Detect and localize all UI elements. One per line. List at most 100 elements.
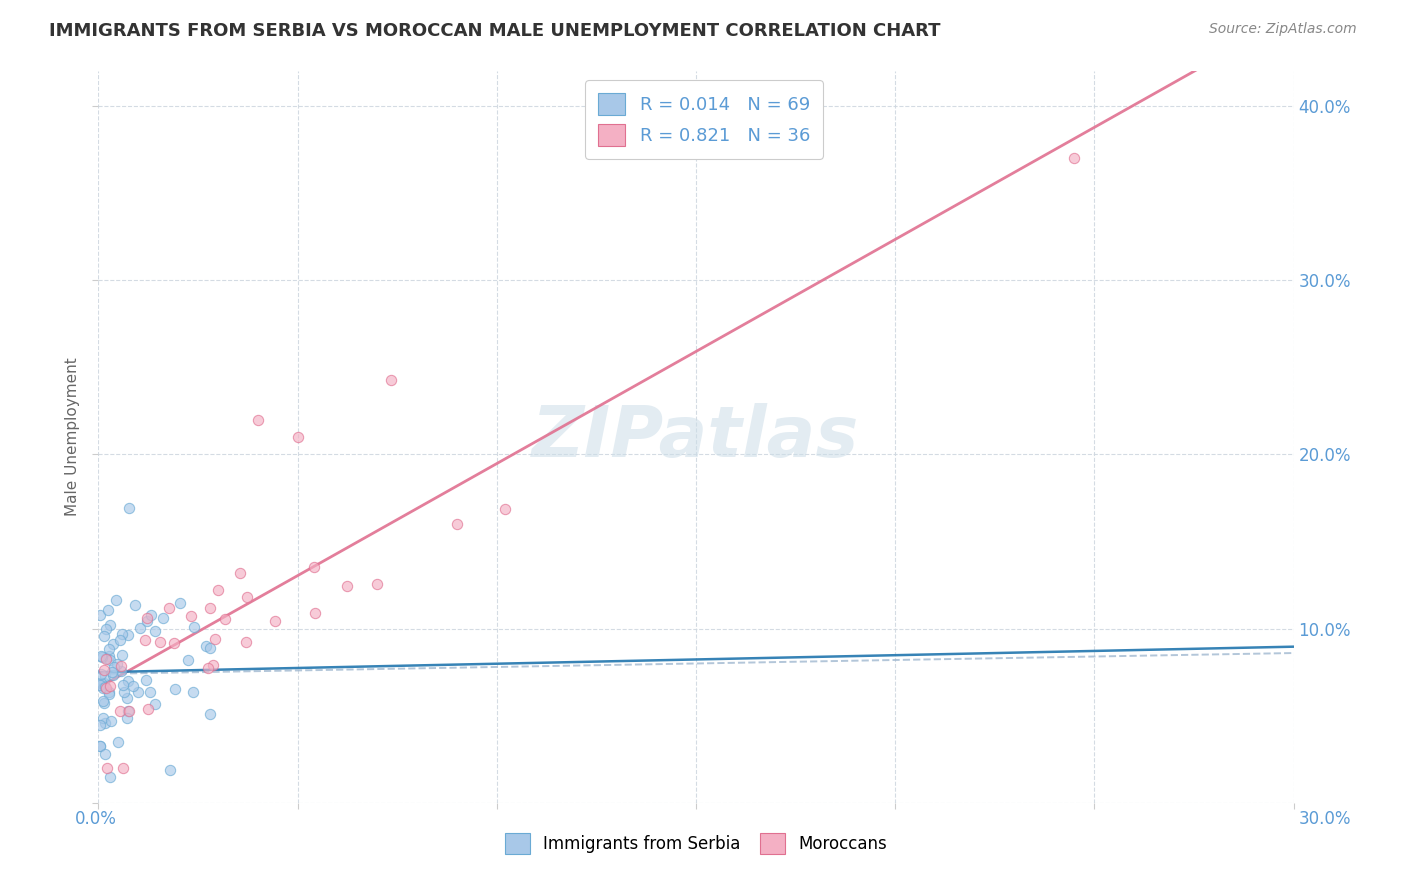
Point [94, 651, 117, 665]
Point [89, 678, 111, 692]
Point [235, 634, 257, 648]
Point [198, 707, 221, 722]
Text: 0.0%: 0.0% [75, 810, 117, 828]
Point [204, 632, 226, 647]
Point [93, 663, 115, 677]
Point [136, 614, 159, 628]
Point [103, 637, 125, 651]
Point [96, 761, 118, 775]
Point [110, 665, 132, 679]
Point [200, 601, 222, 615]
Point [336, 579, 359, 593]
Point [163, 636, 186, 650]
Point [94, 747, 117, 762]
Point [149, 634, 172, 648]
Text: IMMIGRANTS FROM SERBIA VS MOROCCAN MALE UNEMPLOYMENT CORRELATION CHART: IMMIGRANTS FROM SERBIA VS MOROCCAN MALE … [49, 22, 941, 40]
Point [89, 739, 111, 754]
Point [229, 566, 252, 580]
Point [97, 603, 120, 617]
Point [135, 611, 157, 625]
Point [98, 653, 121, 667]
Point [93, 629, 115, 643]
Point [122, 679, 145, 693]
Point [214, 612, 236, 626]
Point [1063, 152, 1085, 166]
Point [94, 622, 117, 636]
Point [97, 642, 120, 657]
Point [124, 598, 146, 612]
Point [90, 666, 112, 681]
Point [136, 702, 159, 716]
Point [380, 373, 402, 387]
Point [159, 763, 181, 777]
Point [101, 668, 124, 682]
Point [117, 711, 139, 725]
Point [366, 577, 388, 591]
Point [94, 669, 117, 683]
Point [111, 761, 134, 775]
Point [143, 624, 166, 638]
Point [202, 657, 225, 672]
Point [98, 618, 121, 632]
Point [98, 685, 121, 699]
Point [112, 684, 135, 698]
Point [157, 601, 180, 615]
Point [90, 650, 112, 665]
Point [89, 718, 111, 732]
Point [100, 714, 122, 728]
Point [90, 649, 112, 664]
Point [118, 704, 141, 718]
Point [139, 685, 162, 699]
Point [111, 626, 134, 640]
Point [163, 682, 186, 697]
Point [98, 649, 121, 664]
Point [105, 657, 128, 671]
Point [112, 678, 135, 692]
Point [169, 596, 191, 610]
Point [94, 680, 117, 694]
Point [246, 412, 269, 426]
Y-axis label: Male Unemployment: Male Unemployment [65, 358, 80, 516]
Text: ZIPatlas: ZIPatlas [533, 402, 859, 472]
Point [302, 559, 325, 574]
Legend: Immigrants from Serbia, Moroccans: Immigrants from Serbia, Moroccans [498, 827, 894, 860]
Point [117, 704, 139, 718]
Point [105, 592, 128, 607]
Point [89, 739, 111, 753]
Point [115, 691, 138, 706]
Point [91, 694, 114, 708]
Point [108, 632, 131, 647]
Point [101, 665, 124, 680]
Point [97, 687, 120, 701]
Point [103, 660, 125, 674]
Point [304, 606, 326, 620]
Text: Source: ZipAtlas.com: Source: ZipAtlas.com [1209, 22, 1357, 37]
Point [94, 681, 117, 696]
Point [94, 716, 117, 731]
Point [129, 621, 152, 635]
Text: 30.0%: 30.0% [1298, 810, 1351, 828]
Point [117, 500, 139, 515]
Point [177, 653, 200, 667]
Point [183, 620, 205, 634]
Point [111, 648, 134, 663]
Point [143, 697, 166, 711]
Point [135, 673, 157, 687]
Point [91, 681, 114, 695]
Point [207, 582, 229, 597]
Point [110, 659, 132, 673]
Point [446, 517, 468, 532]
Point [181, 684, 204, 698]
Point [91, 710, 114, 724]
Point [96, 652, 118, 666]
Point [90, 676, 112, 690]
Point [180, 609, 202, 624]
Point [134, 633, 156, 648]
Point [117, 628, 139, 642]
Point [198, 641, 221, 656]
Point [127, 685, 149, 699]
Point [139, 608, 162, 623]
Point [93, 675, 115, 690]
Point [98, 770, 121, 784]
Point [494, 502, 516, 516]
